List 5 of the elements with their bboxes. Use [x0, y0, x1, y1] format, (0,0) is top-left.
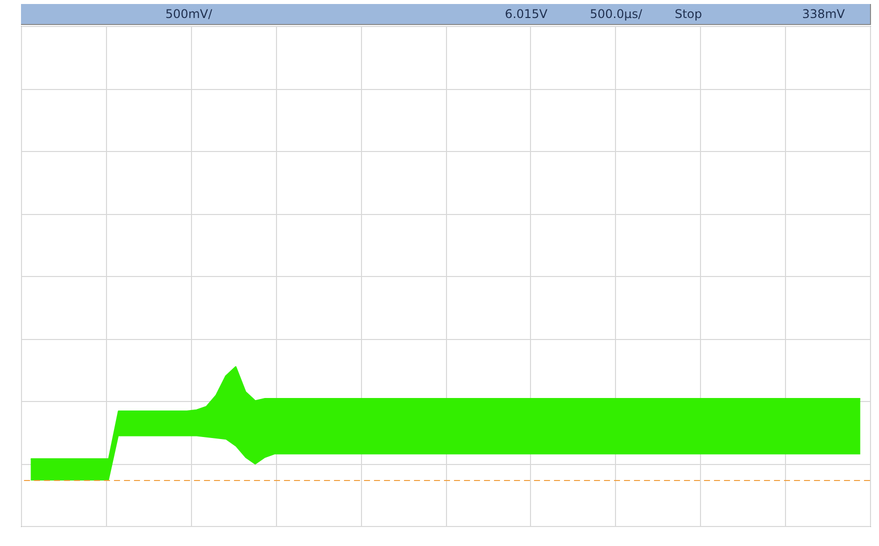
text: 338mV — [802, 7, 846, 21]
text: 500.0µs/ — [590, 7, 644, 21]
text: 6.015V — [504, 7, 548, 21]
text: Stop — [674, 7, 702, 21]
text: 500mV/ — [165, 7, 214, 21]
